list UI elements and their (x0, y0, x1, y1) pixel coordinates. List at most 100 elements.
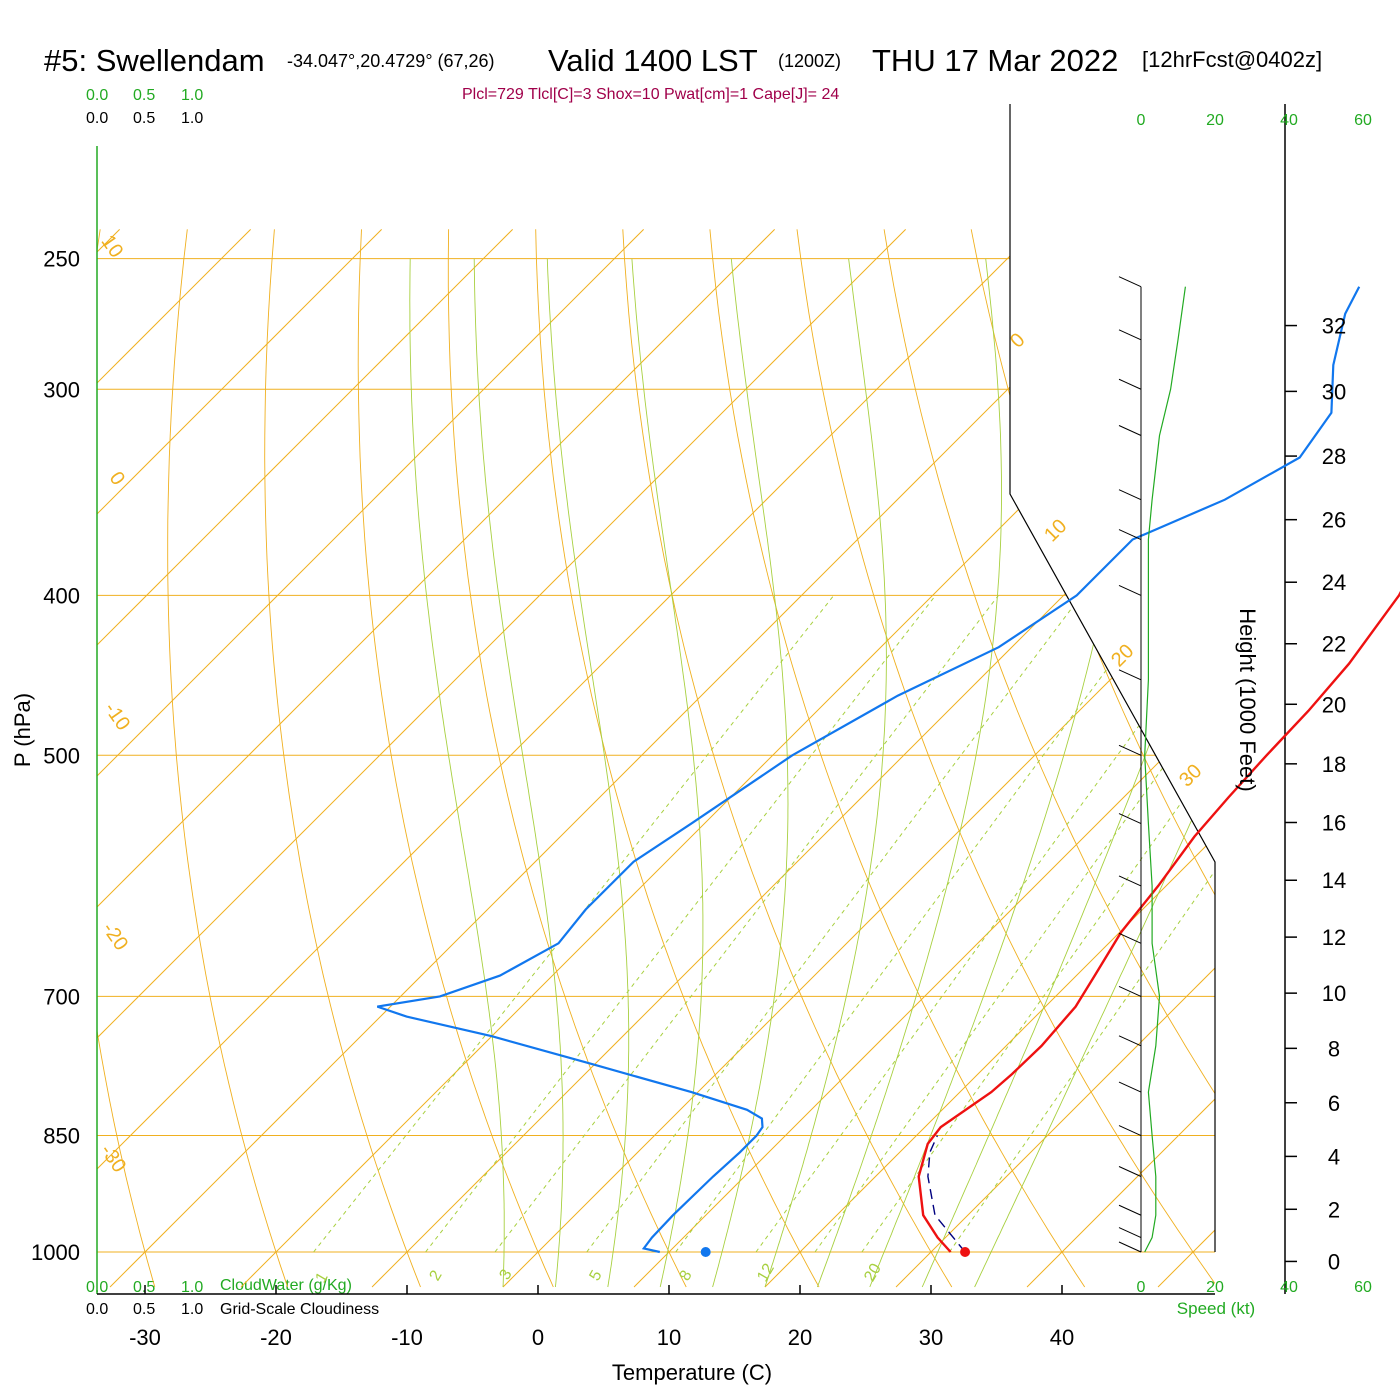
isotherm-line (97, 228, 645, 1288)
utc-time: (1200Z) (778, 51, 841, 71)
temperature-tick-label: 30 (919, 1325, 943, 1350)
cloud-scale-bottom-green-2: 1.0 (181, 1279, 203, 1296)
surface-dewpoint-marker (700, 1247, 711, 1257)
dry-adiabat (447, 229, 687, 1288)
cloud-scale-top-green-1: 0.5 (133, 87, 155, 104)
height-tick-label: 24 (1322, 570, 1346, 595)
wind-barb (1118, 425, 1142, 436)
height-tick-label: 28 (1322, 444, 1346, 469)
cloud-scale-top-black-1: 0.5 (133, 110, 155, 127)
pressure-tick-label: 1000 (31, 1240, 80, 1265)
pressure-tick-label: 250 (43, 247, 80, 272)
cloudiness-label: Grid-Scale Cloudiness (220, 1301, 379, 1318)
speed-tick-label-top: 20 (1206, 112, 1224, 129)
isotherm-line (97, 228, 383, 1288)
mixing-ratio-label: 20 (861, 1261, 885, 1285)
temperature-tick-label: 10 (657, 1325, 681, 1350)
height-tick-label: 10 (1322, 981, 1346, 1006)
wind-barb (1118, 985, 1142, 997)
wind-barb (1118, 669, 1142, 681)
wind-barb (1118, 529, 1142, 540)
wind-barb (1118, 932, 1142, 944)
isotherm-line (895, 228, 1215, 1288)
moist-adiabat (974, 258, 1215, 1288)
surface-temperature-marker (960, 1247, 971, 1257)
stability-stats: Plcl=729 Tlcl[C]=3 Shox=10 Pwat[cm]=1 Ca… (462, 86, 839, 103)
height-tick-label: 6 (1328, 1091, 1340, 1116)
mixing-ratio-line (755, 595, 1215, 1253)
sounding-lines (376, 286, 1400, 1257)
isotherm-line (1157, 228, 1215, 1288)
x-axis-label: Temperature (C) (612, 1360, 772, 1385)
isotherm-line (97, 228, 1038, 1288)
wind-barb (1118, 1241, 1142, 1253)
dry-adiabat (1057, 229, 1215, 1288)
isotherm-line (109, 228, 1169, 1288)
height-tick-label: 0 (1328, 1249, 1340, 1274)
height-tick-label: 4 (1328, 1144, 1340, 1169)
cloud-scale-top-green-0: 0.0 (86, 87, 108, 104)
isotherm-label: 10 (1040, 515, 1071, 546)
speed-tick-label-bottom: 40 (1280, 1279, 1298, 1296)
mixing-ratio-label: 12 (754, 1261, 778, 1285)
moist-adiabat (546, 258, 630, 1288)
parcel-line (927, 1135, 966, 1253)
speed-tick-label-bottom: 0 (1137, 1279, 1146, 1296)
wind-barb (1118, 489, 1142, 501)
temperature-tick-label: -10 (391, 1325, 423, 1350)
wind-barb (1118, 744, 1142, 756)
isotherm-line (97, 228, 514, 1288)
wind-barb (1118, 1081, 1142, 1093)
mixing-ratio-labels: 1 2 3 5 8 12 20 (313, 1261, 885, 1286)
isotherm-line (764, 228, 1215, 1288)
mixing-ratio-line (861, 595, 1215, 1253)
mixing-ratio-label: 3 (497, 1267, 516, 1283)
forecast-run: [12hrFcst@0402z] (1142, 47, 1322, 72)
cloudwater-label: CloudWater (g/Kg) (220, 1277, 352, 1294)
speed-tick-label-bottom: 20 (1206, 1279, 1224, 1296)
isotherm-label: 10 (97, 231, 128, 262)
dry-adiabat (1144, 229, 1215, 1288)
thermo-lines (97, 228, 1215, 1288)
mixing-ratio-line (675, 595, 1162, 1253)
wind-barb (1118, 1227, 1142, 1238)
dry-adiabat (167, 229, 289, 1288)
moist-adiabat (712, 258, 789, 1288)
moist-adiabat (409, 258, 505, 1288)
moist-adiabat (816, 258, 1002, 1288)
height-tick-label: 12 (1322, 925, 1346, 950)
moist-adiabat (473, 258, 564, 1288)
height-axis-label: Height (1000 Feet) (1235, 608, 1260, 791)
frame-right (1009, 104, 1216, 1252)
y-axis-label: P (hPa) (10, 693, 35, 767)
mixing-ratio-line (586, 595, 1082, 1253)
height-tick-label: 22 (1322, 632, 1346, 657)
dry-adiabat (883, 229, 1215, 1288)
isotherm-label: -20 (98, 918, 133, 954)
wind-speed-line (1144, 286, 1186, 1253)
temperature-tick-label: -20 (260, 1325, 292, 1350)
pressure-tick-label: 850 (43, 1124, 80, 1149)
wind-barb (1118, 329, 1142, 341)
pressure-tick-label: 500 (43, 743, 80, 768)
mixing-ratio-label: 8 (677, 1268, 696, 1284)
moist-adiabat (869, 258, 1138, 1288)
height-tick-label: 18 (1322, 752, 1346, 777)
temperature-tick-label: 20 (788, 1325, 812, 1350)
dry-adiabat (622, 229, 953, 1288)
isotherm-line (97, 228, 252, 1288)
valid-time: Valid 1400 LST (548, 43, 758, 78)
cloud-scale-bottom-black-0: 0.0 (86, 1301, 108, 1318)
wind-barb (1118, 875, 1142, 887)
temperature-line (917, 590, 1400, 1253)
temperature-tick-label: 40 (1050, 1325, 1074, 1350)
moist-adiabat (921, 258, 1215, 1288)
isotherm-label: 30 (1175, 760, 1206, 791)
cloud-scale-bottom-black-1: 0.5 (133, 1301, 155, 1318)
cloud-scale-bottom-black-2: 1.0 (181, 1301, 203, 1318)
wind-barb (1118, 1166, 1142, 1177)
isotherm-label: -10 (100, 698, 135, 734)
cloud-scale-top: 0.0 0.5 1.0 0.0 0.5 1.0 (86, 87, 203, 127)
